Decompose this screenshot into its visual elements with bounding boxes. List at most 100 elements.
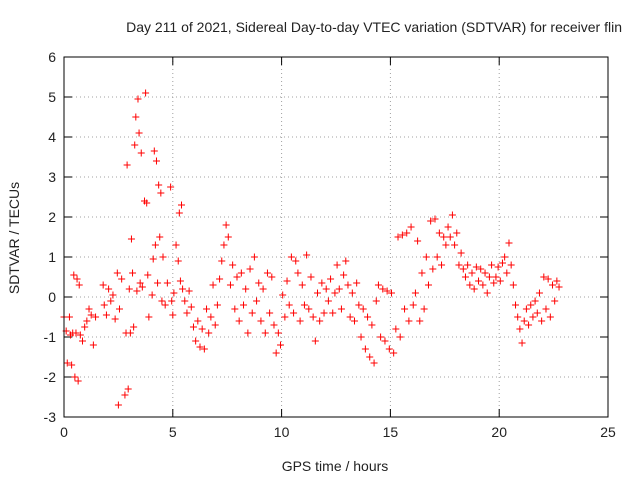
data-point [418,269,426,277]
data-point [494,263,502,271]
data-point [158,297,166,305]
data-point [542,305,550,313]
data-point [309,313,317,321]
x-axis-title: GPS time / hours [282,458,389,474]
data-point [131,141,139,149]
data-point [196,343,204,351]
data-point [129,269,137,277]
data-point [451,241,459,249]
data-point [255,279,263,287]
data-point [551,297,559,305]
data-point [364,313,372,321]
data-point [300,301,308,309]
data-point [392,325,400,333]
data-point [198,325,206,333]
data-point [237,269,245,277]
data-point [531,297,539,305]
data-point [172,241,180,249]
data-point [224,233,232,241]
data-point [414,237,422,245]
data-point [102,311,110,319]
x-tick-label: 5 [169,424,177,440]
data-point [492,273,500,281]
data-point [350,317,358,325]
data-point [496,277,504,285]
data-point [294,269,302,277]
data-point [75,281,83,289]
data-point [246,265,254,273]
data-point [272,349,280,357]
data-point [220,241,228,249]
data-point [113,269,121,277]
data-point [155,181,163,189]
plot-frame [63,56,609,418]
data-point [281,313,289,321]
data-point [99,281,107,289]
data-point [81,323,89,331]
data-point [533,309,541,317]
data-point [394,233,402,241]
data-point [546,313,554,321]
axis-ticks: -3 -2 -1 0 1 2 3 4 5 6 0 5 10 15 20 25 [44,49,616,440]
data-point [65,313,73,321]
data-point [132,113,140,121]
data-point [398,231,406,239]
data-point [209,281,217,289]
y-tick-label: 5 [48,89,56,105]
data-point [485,273,493,281]
data-point [549,281,557,289]
data-point [501,253,509,261]
data-point [535,289,543,297]
data-point [73,275,81,283]
data-point [151,241,159,249]
data-point [114,401,122,409]
data-point [440,233,448,241]
data-point [416,317,424,325]
data-point [115,305,123,313]
data-point [307,273,315,281]
data-point [470,285,478,293]
data-point [522,305,530,313]
data-point [175,209,183,217]
data-point [222,221,230,229]
data-point [253,297,261,305]
data-point [176,277,184,285]
data-point [174,257,182,265]
data-point [207,313,215,321]
y-tick-label: 4 [48,129,56,145]
data-point [92,313,100,321]
data-point [248,309,256,317]
data-point [411,289,419,297]
data-point [170,289,178,297]
data-point [285,301,293,309]
data-point [157,189,165,197]
data-point [194,317,202,325]
data-point [185,287,193,295]
data-point [507,261,515,269]
data-point [168,297,176,305]
data-point [144,271,152,279]
data-point [544,275,552,283]
data-point [76,331,84,339]
data-point [100,301,108,309]
x-tick-label: 25 [600,424,616,440]
data-point [455,261,463,269]
x-tick-label: 0 [60,424,68,440]
y-tick-label: 3 [48,169,56,185]
data-point [305,305,313,313]
data-point [163,279,171,287]
x-tick-label: 20 [491,424,507,440]
y-tick-label: 0 [48,289,56,305]
data-point [169,311,177,319]
data-point [355,301,363,309]
data-point [348,289,356,297]
data-point [477,265,485,273]
data-point [444,223,452,231]
data-point [111,315,119,323]
data-point [342,257,350,265]
data-point [540,273,548,281]
data-point [427,217,435,225]
data-point [277,341,285,349]
data-point [442,241,450,249]
data-point [529,313,537,321]
